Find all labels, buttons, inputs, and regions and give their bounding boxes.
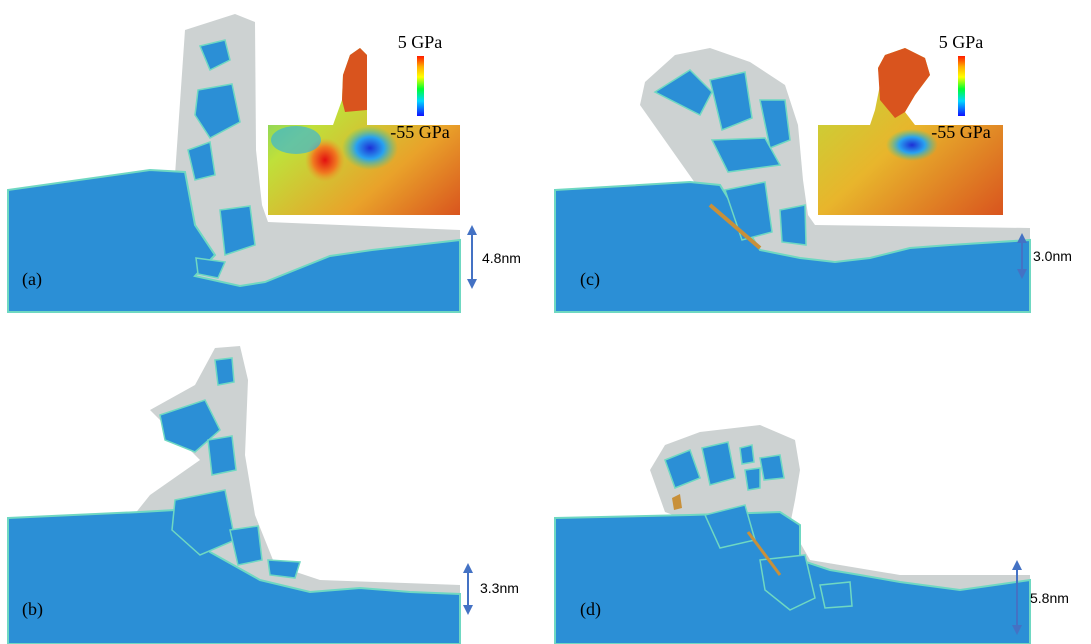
panel-d-depth-label: 5.8nm xyxy=(1030,590,1069,606)
panel-a-colorbar-min: -55 GPa xyxy=(390,122,450,142)
panel-a-disordered-region xyxy=(118,14,460,300)
panel-c-colorbar xyxy=(958,56,965,116)
panel-c-chip-inclusions xyxy=(653,69,807,246)
panel-b-substrate xyxy=(7,508,461,644)
panel-b: 3.3nm (b) xyxy=(7,346,519,644)
panel-d-shear-band xyxy=(746,531,782,576)
panel-a: 5 GPa -55 GPa 4.8nm (a) xyxy=(7,14,521,313)
panel-a-stress-inset xyxy=(268,48,460,215)
panel-d-defect xyxy=(672,494,682,510)
panel-a-depth-label: 4.8nm xyxy=(482,250,521,266)
panel-c-shear-band xyxy=(708,203,762,250)
panel-a-label: (a) xyxy=(22,269,42,290)
panel-b-label: (b) xyxy=(22,599,43,620)
panel-d-label: (d) xyxy=(580,599,601,620)
panel-d: 5.8nm (d) xyxy=(554,425,1069,644)
panel-c-depth-label: 3.0nm xyxy=(1033,248,1072,264)
panel-c-stress-inset xyxy=(818,48,1003,215)
panel-a-substrate xyxy=(7,168,461,313)
panel-a-colorbar xyxy=(417,56,424,116)
panel-b-chip-inclusions xyxy=(159,357,302,579)
panel-c: 5 GPa -55 GPa 3.0nm (c) xyxy=(554,32,1072,313)
panel-c-colorbar-min: -55 GPa xyxy=(931,122,991,142)
panel-a-chip-inclusions xyxy=(187,39,256,279)
panel-a-colorbar-max: 5 GPa xyxy=(398,32,443,52)
panel-c-label: (c) xyxy=(580,269,600,290)
panel-c-colorbar-max: 5 GPa xyxy=(939,32,984,52)
panel-b-depth-label: 3.3nm xyxy=(480,580,519,596)
panel-c-substrate xyxy=(554,180,1031,313)
